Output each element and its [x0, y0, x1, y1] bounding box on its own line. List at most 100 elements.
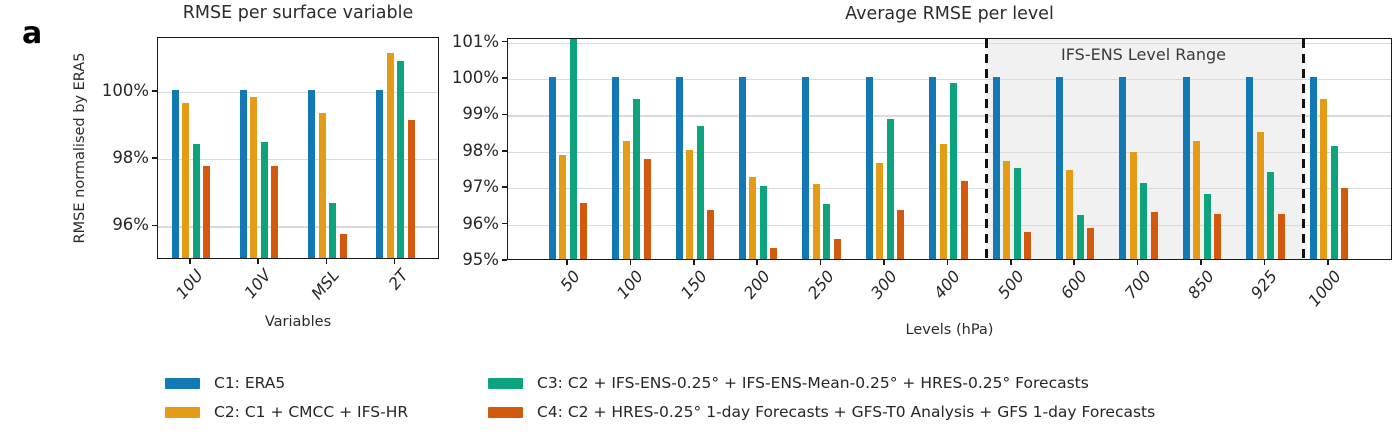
bar [1246, 77, 1254, 259]
bar [802, 77, 810, 259]
bar [1129, 151, 1137, 259]
surface-chart-plot-area [157, 37, 439, 259]
bar [929, 77, 937, 259]
gridline [158, 159, 438, 161]
bar [686, 149, 694, 259]
legend-item-c4: C4: C2 + HRES-0.25° 1-day Forecasts + GF… [488, 403, 1155, 421]
bar [759, 186, 767, 259]
legend-label: C2: C1 + CMCC + IFS-HR [214, 403, 409, 421]
bar [823, 204, 831, 259]
level-chart-plot-area [507, 38, 1392, 260]
bar [622, 140, 630, 259]
bar [407, 120, 415, 258]
bar [770, 248, 778, 259]
bar [1066, 169, 1074, 259]
bar [960, 180, 968, 259]
bar [1150, 211, 1158, 259]
bar [696, 126, 704, 259]
bar [329, 202, 337, 258]
bar [1309, 77, 1317, 259]
bar [1203, 193, 1211, 259]
bar [397, 61, 405, 258]
bar [260, 141, 268, 258]
legend-label: C4: C2 + HRES-0.25° 1-day Forecasts + GF… [537, 403, 1156, 421]
bar [749, 177, 757, 259]
bar [376, 89, 384, 258]
bar [1277, 213, 1285, 259]
legend-item-c2: C2: C1 + CMCC + IFS-HR [165, 403, 408, 421]
bar [192, 143, 200, 258]
legend-label: C1: ERA5 [214, 374, 286, 392]
bar [182, 103, 190, 258]
level-chart-title: Average RMSE per level [845, 4, 1054, 24]
panel-letter: a [22, 16, 43, 51]
bar [1055, 77, 1063, 259]
bar [633, 98, 641, 259]
bar [559, 155, 567, 259]
surface-chart-title: RMSE per surface variable [182, 3, 414, 23]
legend-swatch-c4 [488, 406, 523, 418]
bar [833, 238, 841, 259]
bar [548, 77, 556, 259]
bar [950, 82, 958, 259]
bar [675, 77, 683, 259]
bar [886, 118, 894, 259]
bar [1013, 168, 1021, 259]
bar [1087, 228, 1095, 259]
gridline [508, 42, 1391, 44]
legend-label: C3: C2 + IFS-ENS-0.25° + IFS-ENS-Mean-0.… [537, 374, 1089, 392]
bar [318, 113, 326, 258]
range-boundary-dashed-line [1302, 39, 1305, 259]
bar [1256, 131, 1264, 259]
bar [386, 52, 394, 258]
bar [1330, 146, 1338, 259]
gridline [508, 188, 1391, 190]
legend-swatch-c1 [165, 377, 200, 389]
bar [239, 89, 247, 258]
bar [612, 77, 620, 259]
bar [812, 184, 820, 259]
bar [939, 144, 947, 259]
bar [1119, 77, 1127, 259]
legend-swatch-c3 [488, 377, 523, 389]
bar [1214, 213, 1222, 259]
ifs-ens-level-range-annotation: IFS-ENS Level Range [1061, 45, 1226, 64]
legend-item-c1: C1: ERA5 [165, 374, 285, 392]
bar [1182, 77, 1190, 259]
bar [897, 209, 905, 259]
level-chart-x-axis-label: Levels (hPa) [905, 322, 994, 338]
gridline [508, 151, 1391, 153]
bar [1341, 188, 1349, 259]
legend-item-c3: C3: C2 + IFS-ENS-0.25° + IFS-ENS-Mean-0.… [488, 374, 1089, 392]
bar [203, 165, 211, 258]
bar [1140, 182, 1148, 259]
gridline [508, 115, 1391, 117]
bar [580, 202, 588, 259]
bar [738, 77, 746, 259]
bar [308, 89, 316, 258]
bar [171, 89, 179, 258]
legend-swatch-c2 [165, 406, 200, 418]
bar [643, 158, 651, 259]
bar [569, 39, 577, 259]
bar [1003, 160, 1011, 259]
bar [1024, 231, 1032, 259]
gridline [158, 226, 438, 228]
gridline [508, 224, 1391, 226]
bar [339, 234, 347, 258]
gridline [158, 91, 438, 93]
bar [250, 96, 258, 258]
bar [1320, 98, 1328, 259]
bar [271, 165, 279, 258]
bar [1267, 171, 1275, 259]
bar [865, 77, 873, 259]
surface-chart-x-axis-label: Variables [264, 314, 332, 330]
bar [876, 162, 884, 259]
bar [1076, 215, 1084, 259]
range-boundary-dashed-line [985, 39, 988, 259]
bar [992, 77, 1000, 259]
gridline [508, 79, 1391, 81]
bar [1193, 140, 1201, 259]
